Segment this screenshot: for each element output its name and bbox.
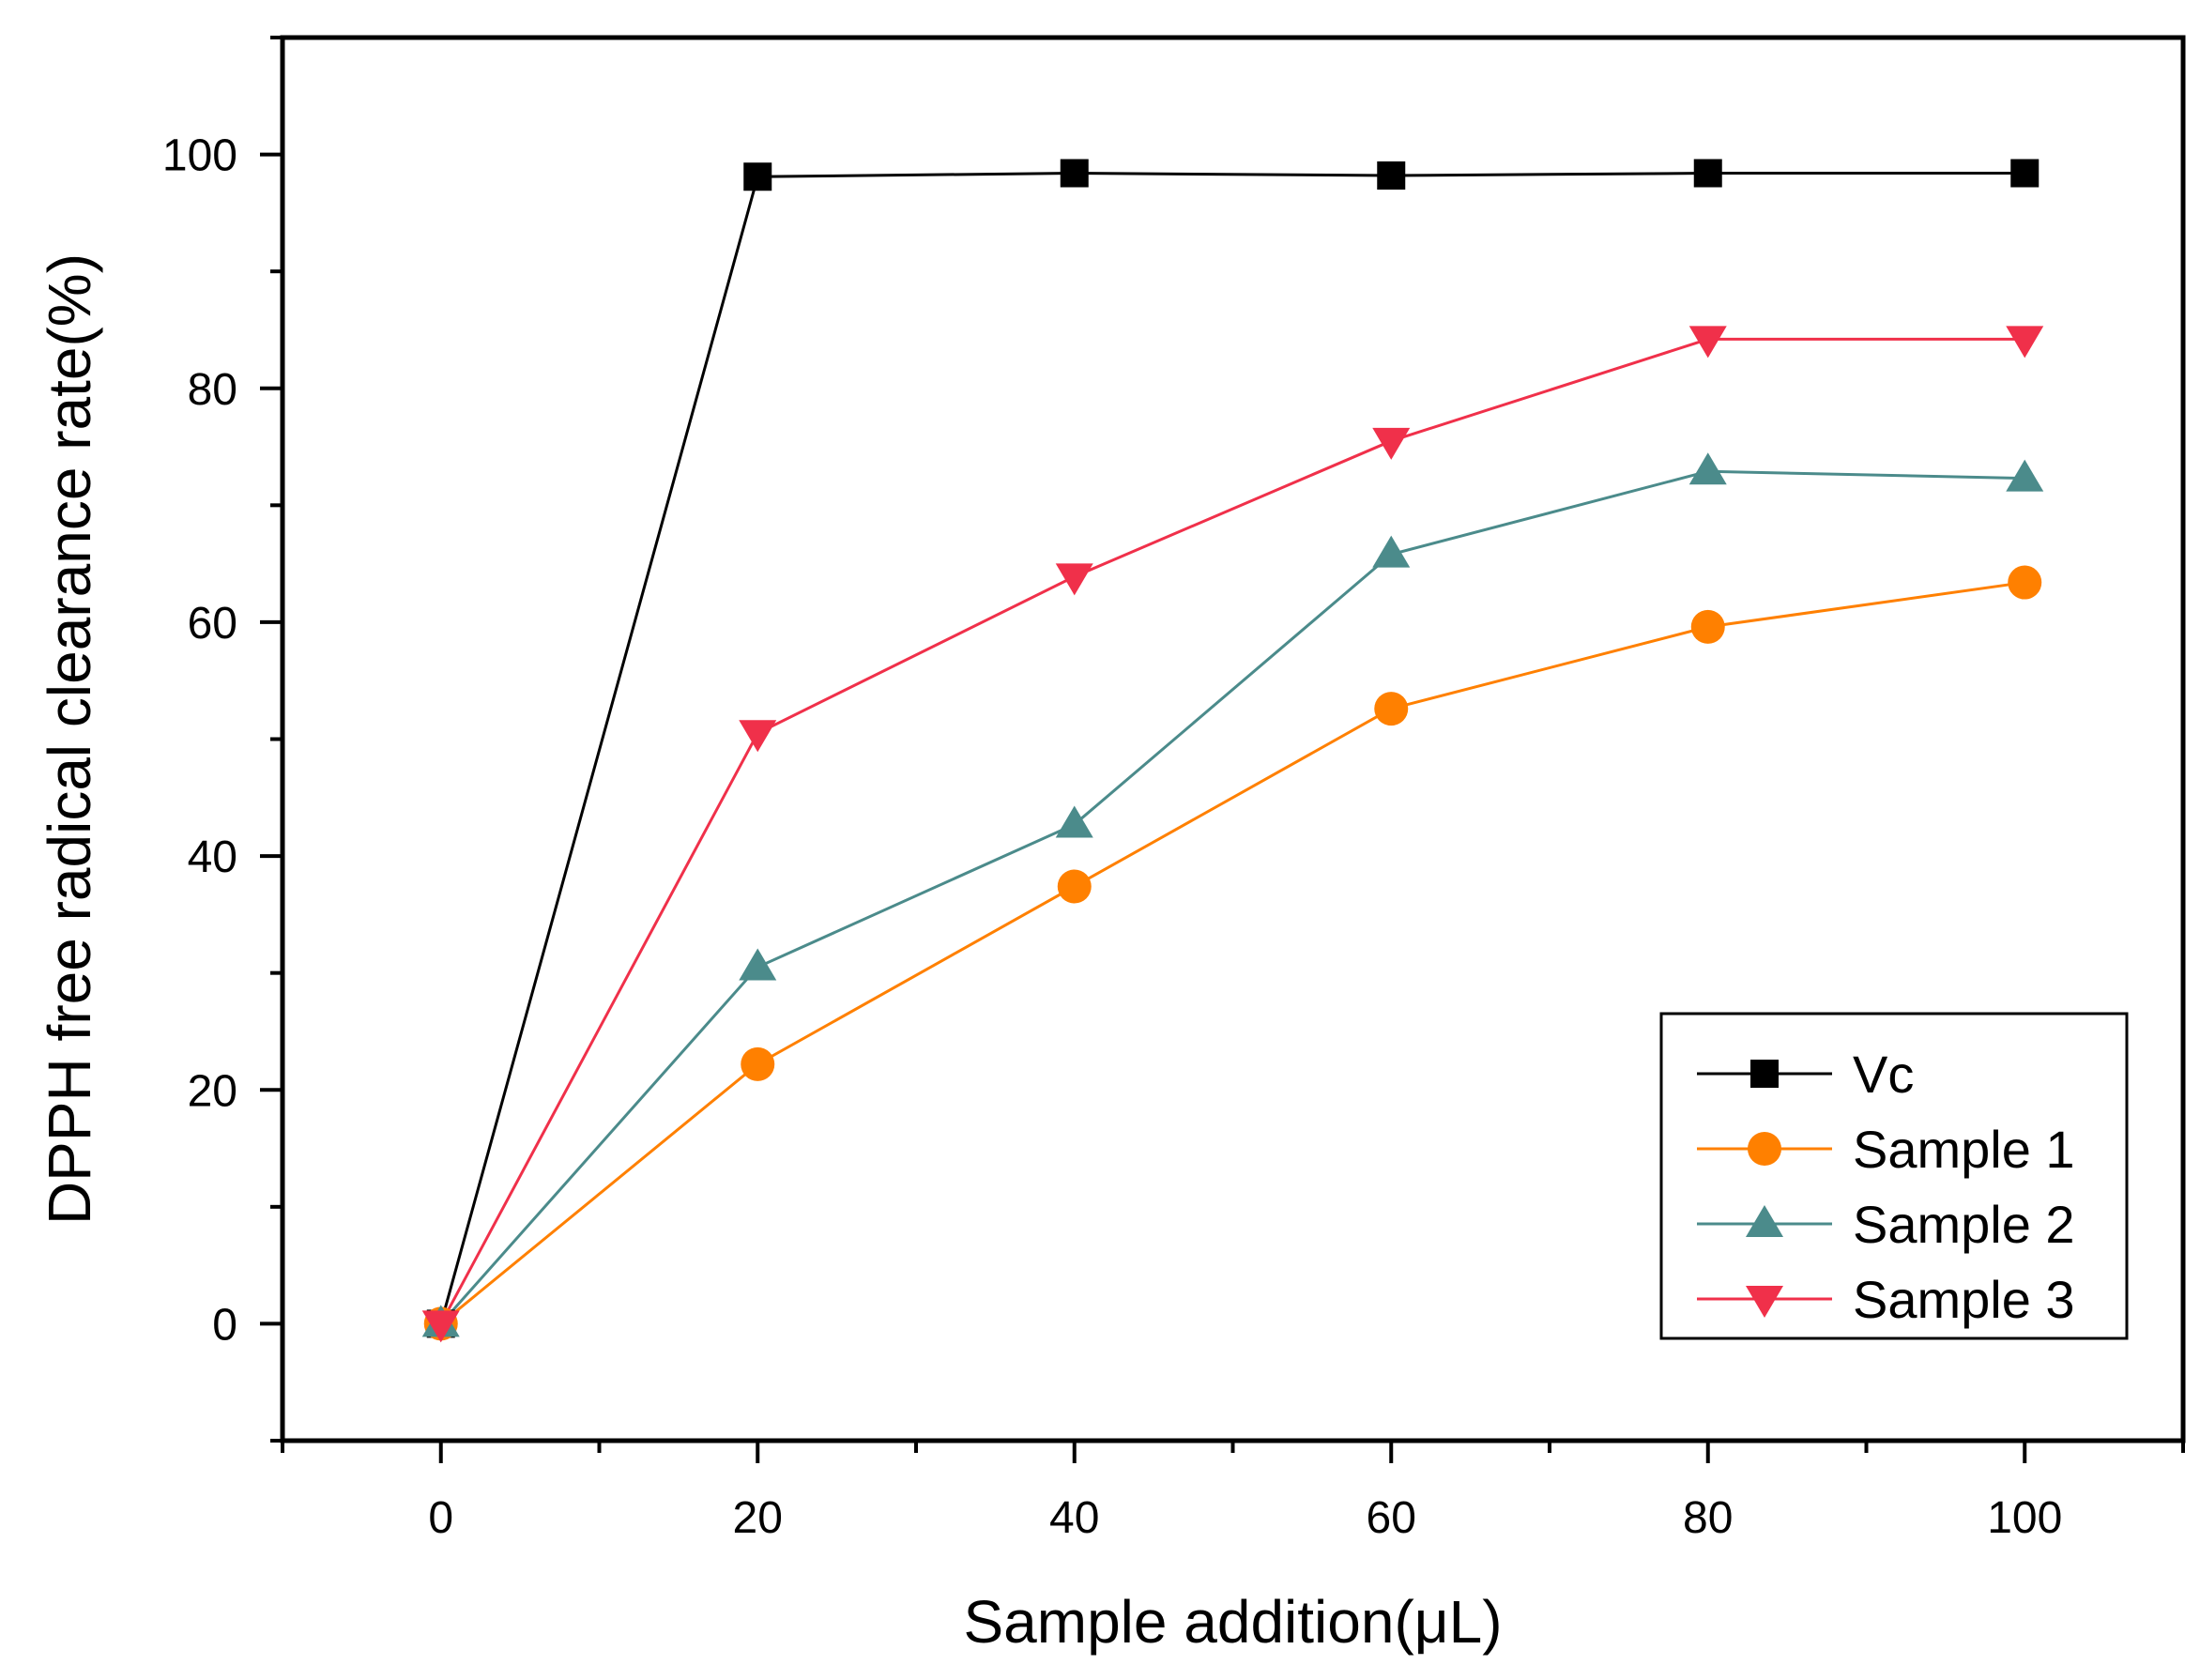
x-tick-label: 20 (733, 1493, 783, 1543)
data-point-vc (743, 162, 772, 191)
series-markers (421, 159, 2044, 1343)
x-tick-label: 60 (1367, 1493, 1416, 1543)
y-tick-label: 80 (188, 365, 237, 415)
x-axis: 0 20 40 60 80 100 (281, 1441, 2185, 1543)
series-line-vc (439, 172, 2025, 1324)
y-tick-label: 100 (162, 131, 237, 181)
y-tick-label: 60 (188, 599, 237, 649)
x-tick-label: 0 (428, 1493, 453, 1543)
x-tick-label: 100 (1987, 1493, 2062, 1543)
legend-label: Vc (1853, 1045, 1914, 1104)
data-point-sample-3 (2006, 326, 2044, 359)
legend-item-sample-1: Sample 1 (1697, 1120, 2075, 1179)
legend-box (1659, 1012, 2129, 1340)
data-point-sample-3 (1055, 563, 1093, 596)
y-tick-label: 0 (212, 1300, 237, 1350)
legend: Vc Sample 1 Sample 2 Sample 3 (1659, 1012, 2129, 1340)
y-axis-title: DPPH free radical clearance rate(%) (36, 253, 103, 1225)
data-point-sample-3 (421, 1310, 460, 1343)
series-line-sample-3 (439, 337, 2025, 1325)
x-axis-title: Sample addition(μL) (963, 1588, 1502, 1656)
series-markers-sample-3 (421, 326, 2044, 1343)
data-point-vc (1060, 159, 1089, 188)
legend-label: Sample 1 (1853, 1120, 2075, 1179)
legend-marker (1746, 1205, 1783, 1237)
y-tick-label: 40 (188, 832, 237, 882)
data-point-sample-2 (1055, 805, 1093, 838)
data-point-sample-1 (1057, 869, 1092, 904)
legend-marker (1746, 1286, 1783, 1318)
data-point-sample-1 (1690, 609, 1725, 644)
series-line-sample-1 (439, 581, 2025, 1325)
legend-marker (1748, 1132, 1781, 1166)
legend-item-vc: Vc (1697, 1045, 1914, 1104)
legend-label: Sample 3 (1853, 1270, 2075, 1329)
data-point-sample-2 (1688, 452, 1727, 485)
data-point-sample-2 (1372, 535, 1411, 568)
legend-marker (1750, 1060, 1779, 1088)
y-axis: 0 20 40 60 80 100 (162, 36, 283, 1443)
data-point-vc (1377, 161, 1406, 191)
data-point-sample-2 (739, 948, 777, 981)
y-tick-label: 20 (188, 1066, 237, 1116)
data-point-sample-3 (1372, 427, 1411, 460)
legend-item-sample-3: Sample 3 (1697, 1270, 2075, 1329)
x-tick-label: 40 (1049, 1493, 1099, 1543)
data-point-sample-3 (1688, 326, 1727, 359)
data-point-sample-1 (741, 1046, 775, 1081)
data-point-sample-2 (2006, 459, 2044, 492)
data-point-sample-3 (739, 720, 777, 753)
legend-label: Sample 2 (1853, 1195, 2075, 1254)
data-point-sample-1 (2008, 565, 2042, 600)
x-tick-label: 80 (1683, 1493, 1733, 1543)
data-point-vc (2010, 159, 2040, 188)
series-line-sample-2 (439, 469, 2025, 1325)
data-point-vc (1693, 159, 1722, 188)
series-lines (439, 172, 2025, 1325)
data-point-sample-1 (1374, 692, 1409, 726)
legend-item-sample-2: Sample 2 (1697, 1195, 2075, 1254)
